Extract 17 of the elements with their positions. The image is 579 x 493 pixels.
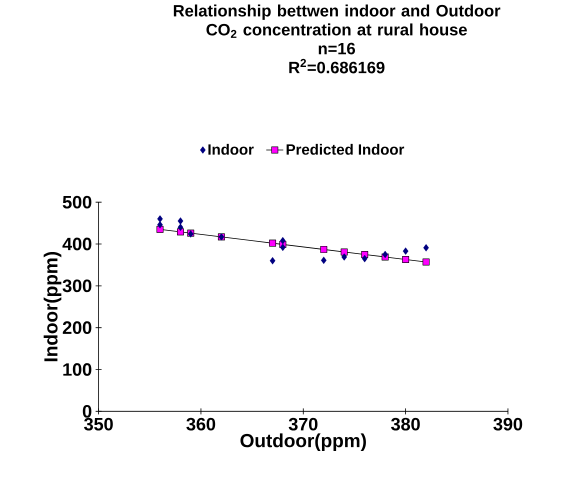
y-axis-title: Indoor(ppm) — [44, 252, 62, 362]
chart-subtitle: n=16 — [318, 42, 356, 54]
y-tick-label: 100 — [63, 363, 92, 376]
x-tick-label: 360 — [186, 418, 216, 431]
y-tick-label: 300 — [62, 279, 92, 292]
y-tick-label: 200 — [62, 321, 92, 334]
x-tick-label: 390 — [493, 418, 522, 431]
y-tick-label: 500 — [62, 196, 92, 209]
x-tick-label: 370 — [288, 418, 318, 431]
x-axis-title: Outdoor(ppm) — [240, 433, 366, 452]
y-tick-label: 400 — [62, 238, 92, 250]
text: R$^{2}$=0.686169 — [289, 58, 384, 74]
x-tick-label: 380 — [391, 418, 420, 431]
x-tick-label: 350 — [84, 418, 113, 431]
y-tick-label: 0 — [82, 404, 92, 418]
legend-label: Indoor — [208, 144, 254, 155]
legend-label: Predicted Indoor — [286, 144, 404, 155]
